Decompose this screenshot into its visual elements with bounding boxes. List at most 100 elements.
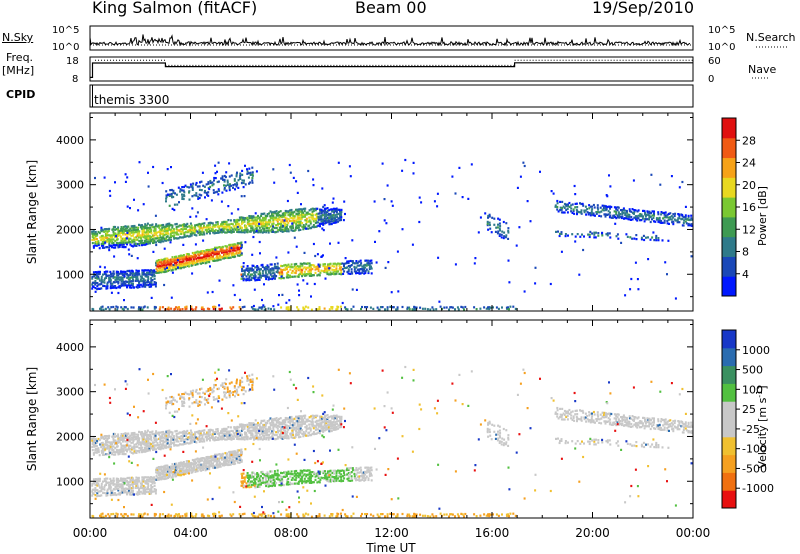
power-cell (338, 268, 341, 271)
velocity-cell (100, 486, 103, 489)
velocity-cell (112, 432, 115, 436)
velocity-cell (166, 431, 169, 435)
power-cell (185, 307, 188, 310)
power-cell (318, 212, 321, 215)
power-cell (258, 276, 261, 279)
power-cell (117, 286, 120, 289)
power-cell (284, 229, 287, 232)
velocity-cell (160, 468, 163, 471)
power-cell (223, 251, 225, 254)
velocity-cell (101, 453, 104, 456)
power-cell (502, 237, 505, 240)
power-cell (596, 204, 599, 207)
power-cell (299, 220, 302, 223)
power-cell (644, 215, 647, 218)
power-cell (139, 278, 142, 281)
power-cell (254, 308, 257, 311)
power-cell (166, 307, 169, 311)
power-cell (147, 284, 150, 287)
power-cell (653, 239, 656, 242)
power-cell (248, 230, 251, 233)
power-cell (234, 228, 237, 231)
power-cell (243, 229, 246, 232)
power-cell (144, 269, 147, 272)
velocity-cell (189, 442, 192, 445)
power-cell (323, 307, 326, 310)
power-cell (340, 218, 342, 222)
power-cell (281, 272, 284, 275)
velocity-cell (139, 448, 142, 451)
velocity-cell (215, 428, 218, 431)
power-cell (98, 247, 101, 250)
power-cell (272, 269, 275, 272)
velocity-cell (136, 493, 139, 496)
power-cell (657, 220, 660, 223)
power-cell (271, 267, 274, 270)
power-cell (312, 242, 315, 246)
power-cell (126, 269, 129, 273)
power-cell (324, 263, 326, 266)
power-cell (322, 209, 325, 212)
power-cell (221, 221, 224, 224)
velocity-cell (145, 443, 148, 446)
power-cell (114, 232, 117, 235)
power-cell (401, 169, 404, 172)
power-cell (626, 214, 628, 217)
power-cell (186, 259, 189, 262)
power-cell (168, 238, 171, 241)
power-cell (120, 283, 123, 286)
power-cell (323, 204, 326, 207)
power-cell (108, 227, 111, 230)
power-cell (370, 265, 372, 268)
power-cell (396, 306, 399, 309)
power-cell (270, 230, 273, 233)
velocity-cell (268, 430, 271, 433)
velocity-cell (186, 464, 189, 467)
velocity-cell (206, 458, 209, 461)
power-cell (240, 243, 243, 247)
power-cell (210, 199, 213, 202)
power-cell (299, 216, 302, 219)
power-cell (318, 222, 321, 225)
power-cell (201, 229, 204, 232)
power-cell (221, 177, 224, 180)
power-cell (383, 198, 386, 201)
power-cell (317, 269, 320, 273)
power-cell (567, 203, 569, 206)
power-cell (116, 306, 119, 309)
power-cell (111, 272, 114, 275)
power-cell (173, 237, 176, 240)
velocity-cell (224, 429, 227, 433)
power-cell (189, 183, 192, 186)
velocity-cell (263, 437, 266, 441)
power-cell (190, 234, 193, 237)
power-cell (364, 271, 367, 274)
power-cell (137, 209, 140, 212)
velocity-cell (245, 435, 248, 438)
velocity-cell (317, 425, 320, 428)
power-cell (118, 285, 121, 288)
power-cell (268, 223, 271, 226)
power-cell (100, 277, 103, 280)
power-cell (277, 271, 280, 274)
power-cell (667, 212, 670, 215)
power-cell (261, 263, 264, 266)
power-cell (212, 259, 215, 262)
power-cell (212, 307, 215, 311)
velocity-cell (160, 447, 163, 450)
power-cell (103, 279, 106, 282)
power-cell (649, 220, 652, 224)
power-cell (174, 255, 176, 259)
power-cell (293, 221, 296, 224)
velocity-cell (219, 436, 222, 439)
power-cell (687, 214, 690, 217)
power-cell (122, 308, 125, 311)
velocity-cell (92, 452, 95, 455)
power-cell (197, 197, 200, 200)
velocity-cell (209, 433, 212, 436)
power-cell (105, 228, 108, 231)
power-cell (194, 261, 197, 265)
power-cell (106, 230, 109, 233)
power-cell (112, 241, 115, 245)
velocity-cell (285, 434, 288, 437)
